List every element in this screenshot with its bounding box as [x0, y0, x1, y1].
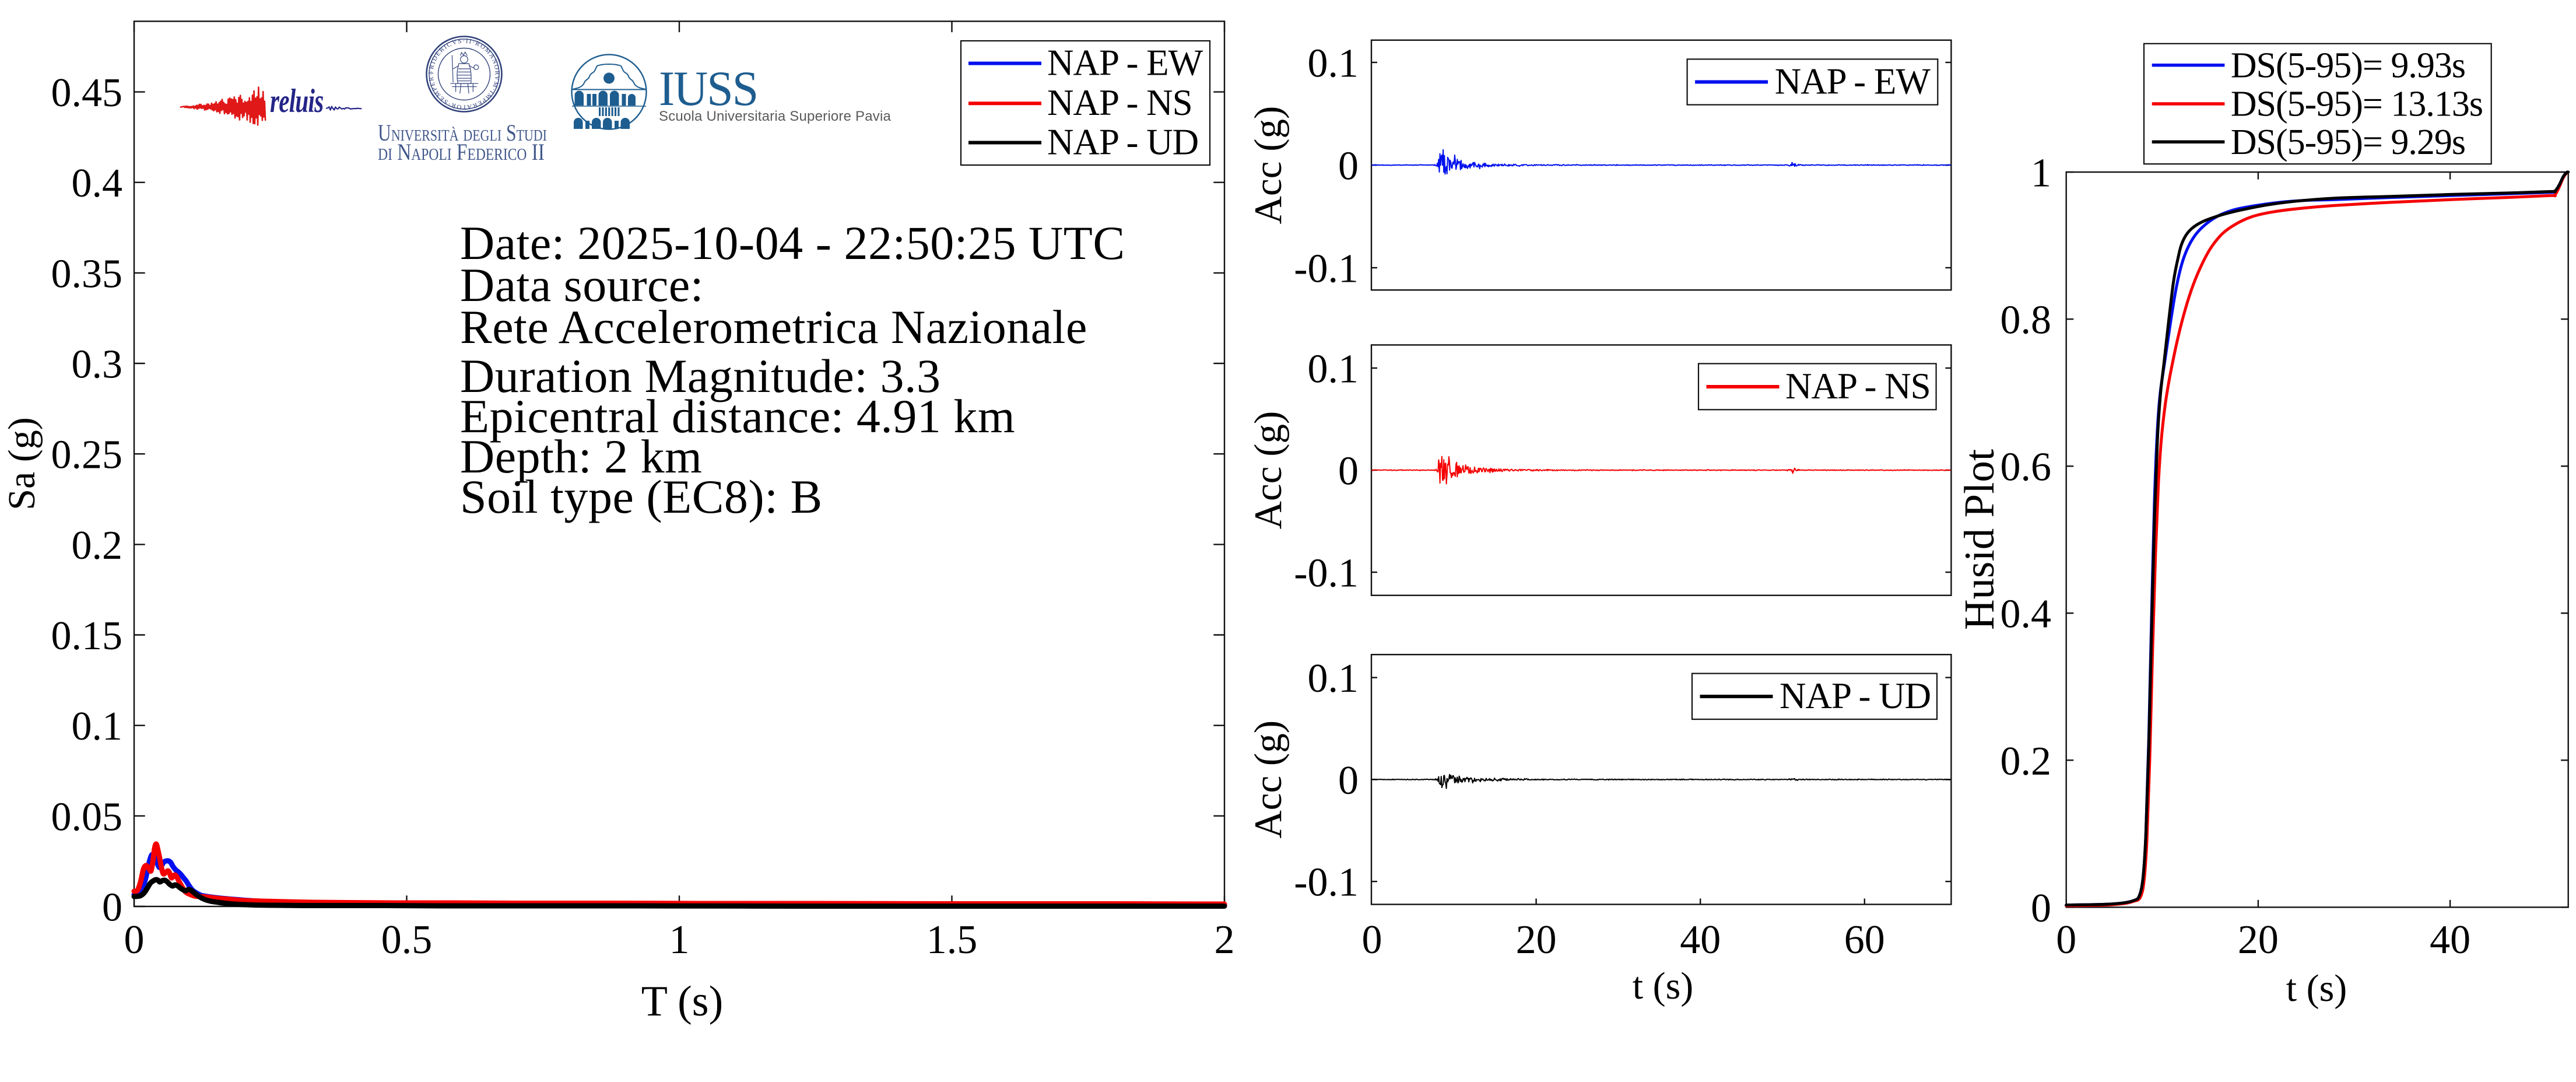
svg-text:1: 1 — [669, 918, 690, 962]
svg-text:-0.1: -0.1 — [1294, 860, 1359, 905]
svg-text:Università degli Studi: Università degli Studi — [378, 120, 547, 145]
svg-text:Duration Magnitude: 3.3: Duration Magnitude: 3.3 — [460, 349, 941, 402]
svg-text:Date: 2025-10-04 - 22:50:25 UT: Date: 2025-10-04 - 22:50:25 UTC — [460, 216, 1125, 269]
svg-text:0: 0 — [124, 918, 145, 962]
svg-text:0.4: 0.4 — [2001, 592, 2052, 637]
svg-text:0.25: 0.25 — [51, 433, 123, 478]
svg-text:Rete Accelerometrica Nazionale: Rete Accelerometrica Nazionale — [460, 300, 1087, 353]
svg-text:Acc (g): Acc (g) — [1247, 411, 1290, 530]
svg-text:0: 0 — [1338, 144, 1359, 189]
svg-text:0: 0 — [1362, 918, 1382, 962]
svg-text:40: 40 — [1680, 918, 1721, 962]
svg-text:0.1: 0.1 — [1308, 41, 1359, 86]
svg-text:NAP - EW: NAP - EW — [1047, 43, 1203, 83]
svg-text:Acc (g): Acc (g) — [1247, 720, 1290, 839]
svg-text:DS(5-95)= 13.13s: DS(5-95)= 13.13s — [2231, 85, 2483, 124]
svg-text:Data source:: Data source: — [460, 258, 704, 311]
svg-text:0.8: 0.8 — [2001, 298, 2052, 343]
svg-text:20: 20 — [2238, 918, 2279, 962]
svg-text:0.3: 0.3 — [72, 342, 123, 387]
svg-text:Epicentral distance: 4.91 km: Epicentral distance: 4.91 km — [460, 390, 1015, 443]
svg-text:0: 0 — [102, 885, 122, 930]
svg-text:-0.1: -0.1 — [1294, 247, 1359, 292]
svg-text:NAP - UD: NAP - UD — [1780, 675, 1931, 716]
svg-text:t (s): t (s) — [1633, 965, 1693, 1007]
svg-text:0.35: 0.35 — [51, 251, 123, 296]
svg-text:0.1: 0.1 — [1308, 347, 1359, 392]
svg-text:0.2: 0.2 — [72, 523, 123, 568]
svg-text:0.05: 0.05 — [51, 794, 123, 839]
svg-text:40: 40 — [2430, 918, 2470, 962]
svg-text:Scuola Universitaria Superiore: Scuola Universitaria Superiore Pavia — [659, 108, 892, 124]
svg-text:di Napoli Federico II: di Napoli Federico II — [378, 139, 545, 165]
svg-text:DS(5-95)= 9.29s: DS(5-95)= 9.29s — [2231, 122, 2465, 162]
svg-text:0: 0 — [2031, 886, 2051, 931]
svg-text:Sa (g): Sa (g) — [1, 417, 43, 510]
svg-text:0.45: 0.45 — [51, 71, 123, 115]
svg-text:0.1: 0.1 — [1308, 656, 1359, 701]
svg-text:0.1: 0.1 — [72, 704, 123, 749]
svg-text:20: 20 — [1516, 918, 1557, 962]
svg-text:0: 0 — [1338, 758, 1359, 803]
svg-text:0.15: 0.15 — [51, 614, 123, 659]
svg-text:NAP - NS: NAP - NS — [1785, 366, 1931, 407]
svg-text:0: 0 — [2056, 918, 2076, 962]
svg-text:IUSS: IUSS — [659, 62, 757, 117]
svg-text:60: 60 — [1844, 918, 1885, 962]
svg-text:NAP - UD: NAP - UD — [1047, 122, 1198, 163]
svg-text:-0.1: -0.1 — [1294, 551, 1359, 596]
svg-text:NAP - EW: NAP - EW — [1775, 61, 1931, 102]
svg-text:Husid Plot: Husid Plot — [1956, 449, 2003, 630]
svg-text:0.6: 0.6 — [2001, 445, 2052, 490]
svg-text:DS(5-95)= 9.93s: DS(5-95)= 9.93s — [2231, 45, 2465, 85]
svg-text:1.5: 1.5 — [926, 918, 978, 962]
svg-text:t (s): t (s) — [2286, 967, 2347, 1010]
svg-text:0: 0 — [1338, 449, 1359, 494]
svg-text:2: 2 — [1215, 918, 1235, 962]
svg-text:Soil type (EC8): B: Soil type (EC8): B — [460, 470, 823, 523]
svg-text:NAP - NS: NAP - NS — [1047, 82, 1192, 123]
svg-text:0.2: 0.2 — [2001, 739, 2052, 784]
svg-text:Depth: 2 km: Depth: 2 km — [460, 430, 702, 483]
svg-text:1: 1 — [2031, 151, 2051, 196]
svg-text:0.4: 0.4 — [72, 161, 123, 206]
svg-text:0.5: 0.5 — [381, 918, 433, 962]
svg-text:T (s): T (s) — [641, 978, 723, 1025]
svg-text:reluis: reluis — [270, 83, 323, 120]
svg-text:Acc (g): Acc (g) — [1247, 106, 1290, 225]
